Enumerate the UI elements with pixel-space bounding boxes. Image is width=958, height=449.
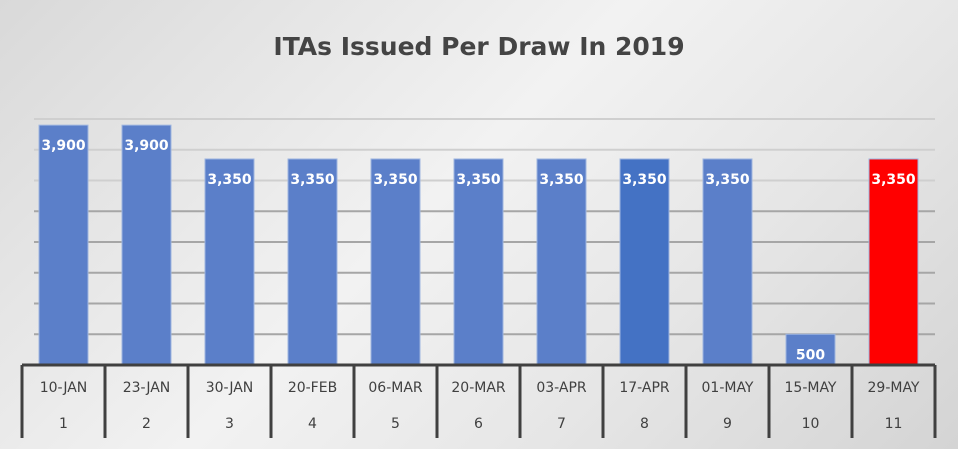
category-label: 20-FEB bbox=[288, 380, 337, 396]
chart-title: ITAs Issued Per Draw In 2019 bbox=[273, 32, 684, 61]
draw-number-label: 10 bbox=[802, 416, 820, 432]
draw-number-label: 4 bbox=[308, 416, 317, 432]
category-label: 15-MAY bbox=[785, 380, 837, 396]
data-label: 3,350 bbox=[207, 172, 252, 188]
draw-number-label: 6 bbox=[474, 416, 483, 432]
category-label: 30-JAN bbox=[206, 380, 254, 396]
category-label: 06-MAR bbox=[368, 380, 423, 396]
bar bbox=[287, 158, 338, 366]
data-label: 3,900 bbox=[124, 138, 169, 154]
draw-number-label: 8 bbox=[640, 416, 649, 432]
draw-number-label: 3 bbox=[225, 416, 234, 432]
draw-number-label: 1 bbox=[59, 416, 68, 432]
bar bbox=[370, 158, 421, 366]
bar bbox=[453, 158, 504, 366]
bar bbox=[536, 158, 587, 366]
bars: 3,900 3,900 3,350 3,350 3,350 3,350 3,350 3,350… bbox=[38, 124, 919, 366]
category-label: 01-MAY bbox=[702, 380, 754, 396]
draw-number-label: 11 bbox=[885, 416, 903, 432]
bar bbox=[38, 124, 89, 366]
data-label: 3,350 bbox=[705, 172, 750, 188]
draw-number-label: 9 bbox=[723, 416, 732, 432]
data-label: 500 bbox=[796, 347, 825, 363]
bar bbox=[785, 333, 836, 366]
category-label: 17-APR bbox=[619, 380, 670, 396]
category-label: 03-APR bbox=[536, 380, 587, 396]
data-label: 3,350 bbox=[871, 172, 916, 188]
bar bbox=[121, 124, 172, 366]
data-label: 3,350 bbox=[373, 172, 418, 188]
category-label: 29-MAY bbox=[868, 380, 920, 396]
bar bbox=[204, 158, 255, 366]
bar bbox=[702, 158, 753, 366]
category-label: 20-MAR bbox=[451, 380, 506, 396]
data-label: 3,350 bbox=[622, 172, 667, 188]
draw-number-label: 7 bbox=[557, 416, 566, 432]
category-label: 10-JAN bbox=[40, 380, 88, 396]
data-label: 3,350 bbox=[290, 172, 335, 188]
data-label: 3,350 bbox=[539, 172, 584, 188]
bar bbox=[619, 158, 670, 366]
category-table: 10-JAN 1 23-JAN 2 30-JAN 3 20-FEB 4 06-MAR 5 20-MA… bbox=[20, 363, 937, 438]
bar bbox=[868, 158, 919, 366]
data-label: 3,900 bbox=[41, 138, 86, 154]
category-label: 23-JAN bbox=[123, 380, 171, 396]
draw-number-label: 5 bbox=[391, 416, 400, 432]
draw-number-label: 2 bbox=[142, 416, 151, 432]
data-label: 3,350 bbox=[456, 172, 501, 188]
